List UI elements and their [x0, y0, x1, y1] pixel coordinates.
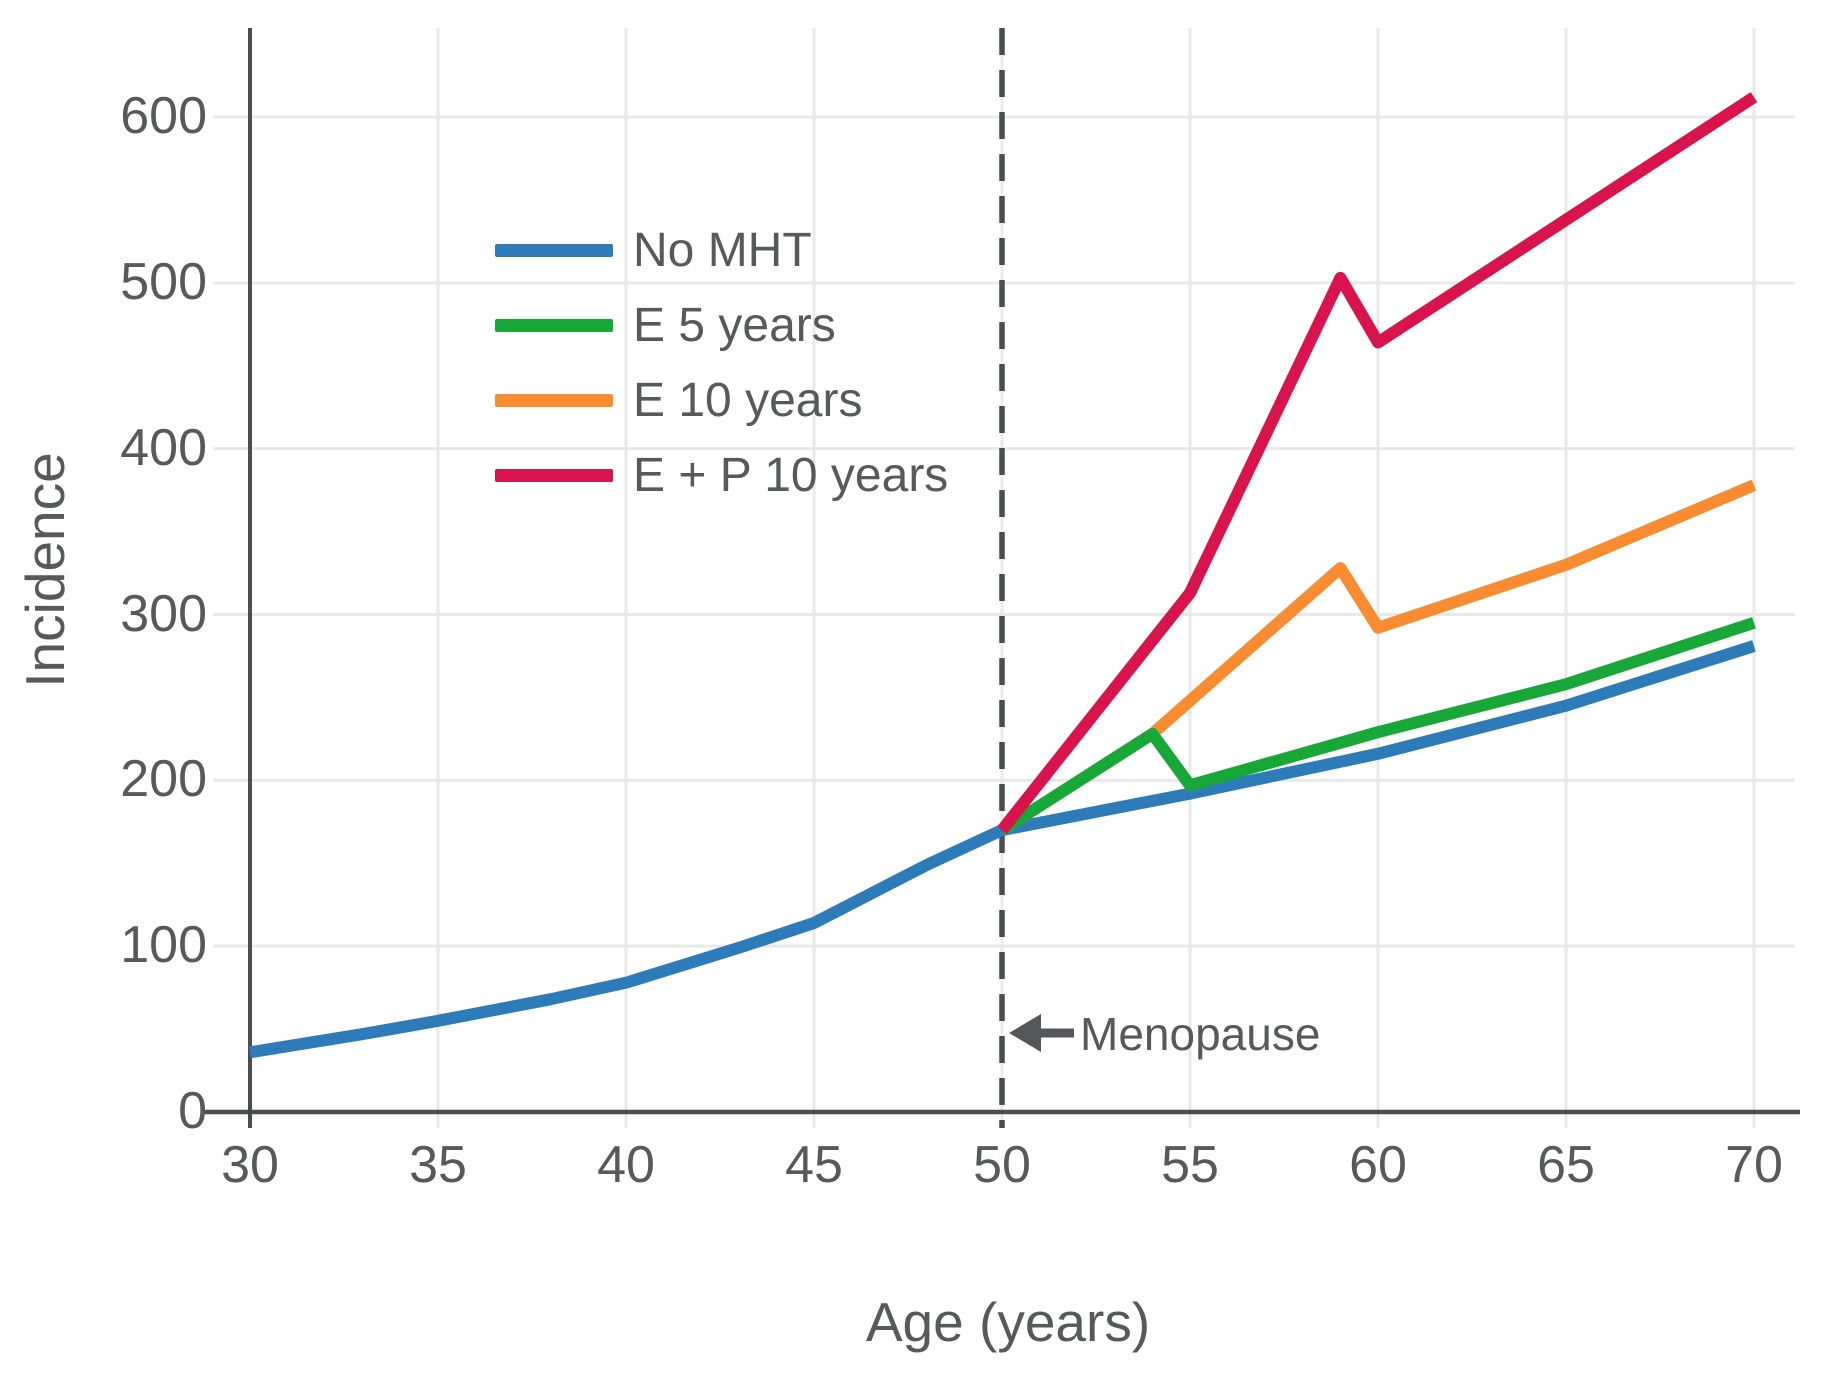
series-line-e-5-years: [998, 617, 1756, 836]
x-tick-label-35: 35: [409, 1136, 467, 1194]
legend-swatch-e-p-10-years: [495, 469, 613, 482]
x-tick-label-40: 40: [597, 1136, 655, 1194]
legend: No MHT E 5 years E 10 years E + P 10 yea…: [495, 213, 948, 513]
y-tick-label-0: 0: [178, 1081, 207, 1140]
series-line-no-mht: [249, 640, 1756, 1059]
y-tick-label-600: 600: [120, 86, 207, 145]
y-tick-label-400: 400: [120, 418, 207, 477]
y-tick-label-100: 100: [120, 915, 207, 974]
menopause-arrow-head: [1009, 1014, 1041, 1052]
series-line-e-p-10-years: [997, 92, 1758, 834]
menopause-annotation-text: Menopause: [1080, 1008, 1321, 1060]
x-tick-label-45: 45: [785, 1136, 843, 1194]
y-tick-label-300: 300: [120, 584, 207, 643]
legend-row-e-5-years: E 5 years: [495, 288, 948, 363]
legend-swatch-e-5-years: [495, 319, 613, 332]
legend-label-no-mht: No MHT: [633, 223, 812, 277]
x-tick-label-70: 70: [1725, 1136, 1783, 1194]
legend-row-e-10-years: E 10 years: [495, 363, 948, 438]
x-tick-label-50: 50: [973, 1136, 1031, 1194]
menopause-arrow-shaft: [1038, 1028, 1074, 1038]
legend-swatch-e-10-years: [495, 394, 613, 407]
legend-label-e-5-years: E 5 years: [633, 298, 836, 352]
y-axis-title: Incidence: [14, 452, 76, 688]
x-tick-label-60: 60: [1349, 1136, 1407, 1194]
y-tick-label-200: 200: [120, 750, 207, 809]
y-tick-label-500: 500: [120, 252, 207, 311]
legend-swatch-no-mht: [495, 244, 613, 257]
legend-row-e-p-10-years: E + P 10 years: [495, 438, 948, 513]
x-axis-title: Age (years): [865, 1291, 1151, 1353]
x-tick-label-55: 55: [1161, 1136, 1219, 1194]
x-tick-label-65: 65: [1537, 1136, 1595, 1194]
legend-label-e-10-years: E 10 years: [633, 373, 863, 427]
legend-row-no-mht: No MHT: [495, 213, 948, 288]
x-tick-label-30: 30: [221, 1136, 279, 1194]
legend-label-e-p-10-years: E + P 10 years: [633, 448, 949, 502]
